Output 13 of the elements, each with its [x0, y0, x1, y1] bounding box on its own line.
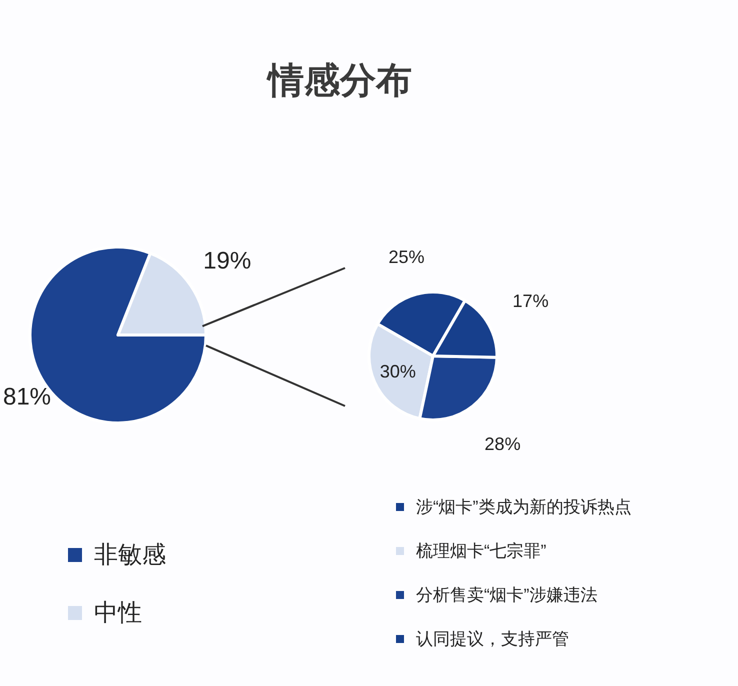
legend-label: 梳理烟卡“七宗罪”: [416, 542, 547, 560]
data-label: 30%: [380, 362, 416, 382]
data-label: 25%: [388, 247, 425, 268]
data-label: 17%: [512, 291, 549, 312]
data-label: 19%: [203, 247, 252, 274]
legend-label: 认同提议，支持严管: [416, 630, 569, 648]
data-label: 81%: [3, 383, 52, 410]
legend-label: 涉“烟卡”类成为新的投诉热点: [416, 498, 632, 516]
legend-label: 分析售卖“烟卡”涉嫌违法: [416, 586, 598, 604]
data-label: 28%: [484, 434, 521, 454]
legend-label: 非敏感: [94, 542, 166, 568]
legend-label: 中性: [94, 600, 142, 626]
text: 情感分布: [266, 60, 412, 100]
